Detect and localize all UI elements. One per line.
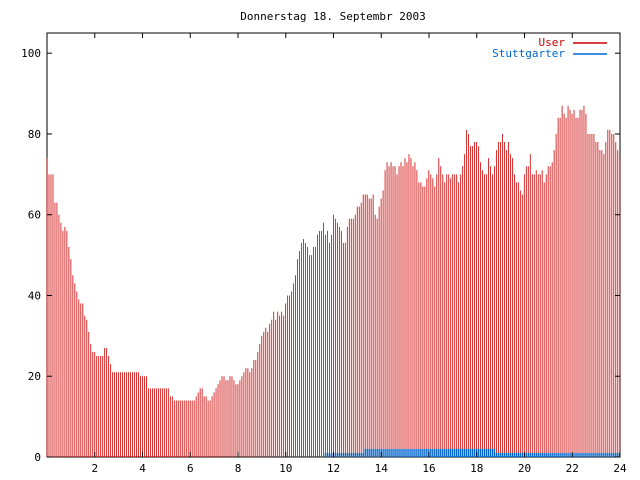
x-tick-label: 4 (139, 462, 146, 475)
series-user (46, 105, 621, 457)
x-tick-label: 24 (613, 462, 627, 475)
y-tick-label: 20 (28, 370, 41, 383)
x-tick-label: 2 (91, 462, 98, 475)
x-tick-label: 12 (327, 462, 340, 475)
y-tick-label: 40 (28, 289, 41, 302)
x-tick-label: 18 (470, 462, 483, 475)
x-tick-label: 16 (422, 462, 435, 475)
legend-label-user: User (539, 36, 566, 49)
x-tick-label: 6 (187, 462, 194, 475)
legend-label-stuttgarter: Stuttgarter (492, 47, 565, 60)
x-tick-label: 22 (566, 462, 579, 475)
chart-marks (46, 105, 621, 457)
legend: User Stuttgarter (492, 36, 607, 60)
x-tick-label: 10 (279, 462, 292, 475)
x-tick-label: 8 (235, 462, 242, 475)
series-stuttgarter (324, 448, 621, 457)
chart-title: Donnerstag 18. Septembr 2003 (240, 10, 425, 23)
y-tick-label: 80 (28, 128, 41, 141)
y-tick-label: 0 (34, 451, 41, 464)
x-tick-label: 20 (518, 462, 531, 475)
y-tick-label: 60 (28, 209, 41, 222)
x-tick-label: 14 (375, 462, 389, 475)
y-tick-label: 100 (21, 47, 41, 60)
